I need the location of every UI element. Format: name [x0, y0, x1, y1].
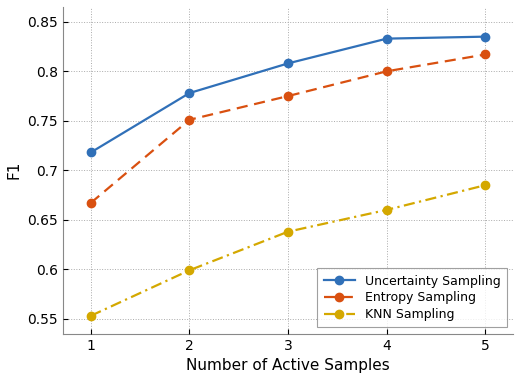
Entropy Sampling [483, 52, 489, 57]
Line: Uncertainty Sampling: Uncertainty Sampling [86, 32, 490, 157]
X-axis label: Number of Active Samples: Number of Active Samples [186, 358, 390, 373]
Y-axis label: F1: F1 [7, 161, 22, 179]
Uncertainty Sampling [87, 150, 94, 155]
KNN Sampling [87, 314, 94, 318]
KNN Sampling [285, 230, 291, 234]
Uncertainty Sampling [285, 61, 291, 66]
Uncertainty Sampling [186, 91, 192, 95]
Entropy Sampling [186, 117, 192, 122]
KNN Sampling [186, 268, 192, 272]
KNN Sampling [483, 183, 489, 187]
Uncertainty Sampling [384, 36, 390, 41]
Entropy Sampling [87, 201, 94, 205]
Line: KNN Sampling: KNN Sampling [86, 181, 490, 320]
Uncertainty Sampling [483, 34, 489, 39]
Legend: Uncertainty Sampling, Entropy Sampling, KNN Sampling: Uncertainty Sampling, Entropy Sampling, … [317, 268, 507, 328]
Line: Entropy Sampling: Entropy Sampling [86, 50, 490, 207]
Entropy Sampling [285, 94, 291, 98]
Entropy Sampling [384, 69, 390, 74]
KNN Sampling [384, 207, 390, 212]
